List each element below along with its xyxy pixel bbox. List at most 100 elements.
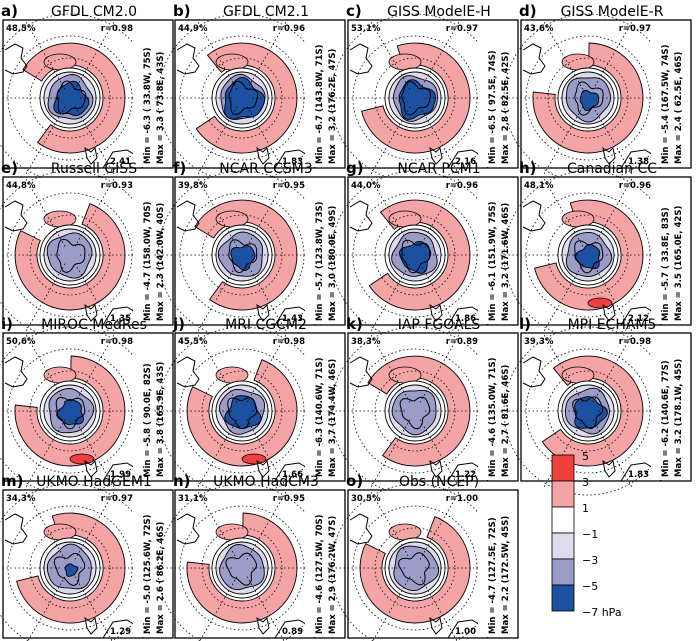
latitude-circle <box>201 57 283 139</box>
min-value: Min = -4.6 (135.0W, 71S) <box>488 357 498 477</box>
panel-title: GISS ModelE-H <box>387 4 491 20</box>
meridian <box>74 19 116 90</box>
strong-positive-anomaly <box>69 453 95 465</box>
meridian <box>369 419 411 490</box>
panel-e: e) Russell GISS 44.8% r=0.93 1.35 Min = -4.7 … <box>0 159 174 340</box>
latitude-circle <box>29 527 111 609</box>
panel-letter: n) <box>173 472 191 490</box>
max-value: Max = 3.5 (165.0E, 42S) <box>674 206 684 321</box>
meridian <box>542 19 584 90</box>
panel-title: GISS ModelE-R <box>561 4 664 20</box>
latitude-circle <box>547 57 629 139</box>
colorbar-tick: −1 <box>582 528 598 541</box>
variance-percent: 44.9% <box>178 24 208 34</box>
rms-value: 2.16 <box>455 157 476 167</box>
panel-title: Canadian CC <box>567 161 657 177</box>
panel-title: UKMO HadCM3 <box>213 474 319 490</box>
meridian <box>246 19 288 90</box>
max-value: Max = 3.7 (174.4W, 46S) <box>328 359 338 477</box>
south-america-outline <box>4 513 28 545</box>
meridian <box>592 419 634 490</box>
south-america-outline <box>522 43 546 75</box>
correlation: r=0.97 <box>101 494 133 504</box>
correlation: r=0.89 <box>446 337 478 347</box>
panel-letter: h) <box>519 159 537 177</box>
meridian <box>74 176 116 247</box>
colorbar-tick: 1 <box>582 502 589 515</box>
meridian <box>419 576 458 641</box>
meridian <box>27 576 66 641</box>
meridian <box>246 419 288 490</box>
meridian <box>74 489 116 560</box>
latitude-circle <box>201 370 283 452</box>
stats-strip <box>651 178 690 324</box>
panel-title: MIROC MedRes <box>41 317 147 333</box>
max-value: Max = 3.2 (176.2E, 47S) <box>328 49 338 164</box>
min-value: Min = -5.7 ( 33.8E, 83S) <box>661 207 671 321</box>
meridian <box>24 332 66 403</box>
strong-positive-anomaly <box>241 453 267 465</box>
positive-anomaly-ring <box>186 512 298 624</box>
panel-title: MPI ECHAM5 <box>568 317 657 333</box>
correlation: r=0.96 <box>619 181 651 191</box>
min-value: Min = -6.2 (140.6E, 77S) <box>661 360 671 477</box>
strong-positive-anomaly <box>587 297 613 309</box>
variance-percent: 39.8% <box>178 181 208 191</box>
new-zealand-outline <box>429 303 443 322</box>
min-value: Min = -5.7 (123.8W, 73S) <box>315 201 325 321</box>
latitude-circle <box>29 214 111 296</box>
stats-strip <box>478 334 517 480</box>
rms-value: 1.29 <box>110 627 131 637</box>
colorbar: 5 3 1 −1 −3 −5 −7 hPa <box>551 450 622 619</box>
south-america-outline <box>176 43 200 75</box>
panel-k: k) IAP FGOALS 38.3% r=0.89 1.22 Min = -4.6 (1… <box>325 315 519 496</box>
panel-letter: d) <box>519 2 537 20</box>
variance-percent: 48.1% <box>524 181 554 191</box>
south-america-outline <box>349 200 373 232</box>
latitude-circle <box>547 214 629 296</box>
min-value: Min = -6.1 (151.9W, 75S) <box>488 201 498 321</box>
panel-letter: f) <box>173 159 186 177</box>
colorbar-tick: −3 <box>582 554 598 567</box>
panel-o: o) Obs (NCEP) 30.5% r=1.00 1.00 Min = -4.7 (1… <box>325 472 519 641</box>
colorbar-tick: −5 <box>582 580 598 593</box>
colorbar-3-to-5 <box>551 454 575 482</box>
new-zealand-outline <box>256 459 270 478</box>
meridian <box>246 576 285 641</box>
stats-strip <box>133 21 172 167</box>
correlation: r=0.97 <box>446 24 478 34</box>
south-america-outline <box>176 356 200 388</box>
colorbar-neg1-to-1 <box>551 506 575 534</box>
stats-strip <box>651 334 690 480</box>
stats-strip <box>651 21 690 167</box>
variance-percent: 43.6% <box>524 24 554 34</box>
stats-strip <box>478 491 517 637</box>
latitude-circle <box>29 57 111 139</box>
meridian <box>369 489 411 560</box>
meridian <box>246 263 288 334</box>
panel-letter: g) <box>346 159 364 177</box>
variance-percent: 38.3% <box>351 337 381 347</box>
variance-percent: 50.6% <box>6 337 36 347</box>
colorbar-1-to-3 <box>551 480 575 508</box>
panel-title: NCAR CCSM3 <box>219 161 312 177</box>
meridian <box>419 332 461 403</box>
positive-anomaly-ring <box>361 42 471 154</box>
new-zealand-outline <box>84 616 98 635</box>
meridian <box>419 106 461 177</box>
rms-value: 1.22 <box>455 470 476 480</box>
rms-value: 1.66 <box>282 470 303 480</box>
meridian <box>24 19 66 90</box>
min-value: Min = -4.7 (158.0W, 70S) <box>143 201 153 321</box>
new-zealand-outline <box>84 146 98 165</box>
max-value: Max = 2.9 (176.2W, 47S) <box>328 516 338 634</box>
meridian <box>592 106 634 177</box>
max-value: Max = 2.8 ( 82.5E, 42S) <box>501 52 511 164</box>
new-zealand-outline <box>429 459 443 478</box>
new-zealand-outline <box>84 459 98 478</box>
rms-value: 1.38 <box>628 157 649 167</box>
min-value: Min = -5.0 (125.6W, 72S) <box>143 514 153 634</box>
new-zealand-outline <box>84 303 98 322</box>
